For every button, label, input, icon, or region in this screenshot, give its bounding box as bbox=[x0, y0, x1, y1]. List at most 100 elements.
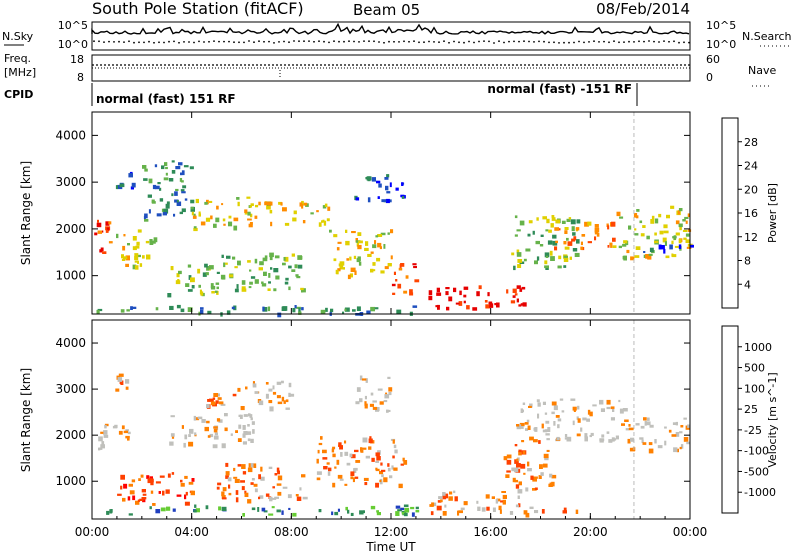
velocity-cell bbox=[120, 474, 125, 480]
power-cell bbox=[651, 215, 655, 220]
velocity-cell bbox=[454, 496, 458, 502]
velocity-cell bbox=[288, 507, 291, 510]
power-cell bbox=[563, 257, 569, 262]
search-noise-dot bbox=[488, 40, 490, 43]
search-noise-dot bbox=[168, 40, 170, 43]
search-noise-dot bbox=[348, 40, 350, 43]
velocity-cell bbox=[580, 427, 583, 432]
search-noise-dot bbox=[248, 40, 250, 42]
power-scatter bbox=[94, 112, 694, 318]
search-noise-dot bbox=[618, 41, 620, 44]
search-noise-dot bbox=[553, 41, 555, 44]
search-noise-dot bbox=[333, 40, 335, 43]
power-cell bbox=[182, 185, 187, 189]
power-cell bbox=[96, 222, 102, 228]
power-cell bbox=[291, 253, 295, 257]
power-cell bbox=[318, 222, 322, 227]
velocity-cell bbox=[322, 449, 327, 454]
search-noise-dot bbox=[343, 40, 345, 43]
velocity-cell bbox=[515, 504, 519, 508]
velocity-cell bbox=[242, 433, 246, 438]
power-cell bbox=[165, 166, 168, 170]
velocity-cell bbox=[361, 378, 367, 381]
velocity-cell bbox=[125, 435, 130, 439]
power-cell bbox=[232, 256, 236, 260]
velocity-cell bbox=[387, 463, 390, 467]
power-cell bbox=[376, 180, 381, 184]
velocity-cell bbox=[600, 408, 605, 412]
search-noise-dot bbox=[123, 41, 125, 43]
velocity-cell bbox=[125, 386, 129, 390]
velocity-cell bbox=[610, 417, 615, 421]
velocity-cell bbox=[440, 499, 443, 503]
power-cell bbox=[116, 233, 119, 239]
velocity-cell bbox=[283, 400, 286, 404]
power-cell bbox=[648, 253, 653, 256]
power-cell bbox=[131, 306, 137, 309]
power-cell bbox=[176, 201, 182, 206]
power-cell bbox=[654, 218, 659, 224]
power-cell bbox=[316, 210, 319, 213]
power-cell bbox=[371, 177, 376, 182]
velocity-cell bbox=[680, 444, 684, 449]
power-cell bbox=[164, 162, 168, 166]
velocity-cell bbox=[648, 442, 653, 446]
search-noise-dot bbox=[173, 40, 175, 43]
power-cell bbox=[554, 227, 559, 231]
nave-label: Nave bbox=[748, 64, 776, 77]
velocity-cell bbox=[576, 433, 581, 437]
power-cell bbox=[254, 279, 259, 284]
power-cell bbox=[146, 254, 151, 260]
velocity-cell bbox=[269, 406, 274, 412]
freq-label: Freq. bbox=[4, 52, 31, 65]
velocity-cell bbox=[339, 478, 344, 481]
velocity-cell bbox=[398, 483, 403, 489]
velocity-cell bbox=[553, 405, 558, 411]
power-colorbar: 4 8 12 16 20 24 28 bbox=[721, 117, 758, 309]
velocity-cell bbox=[442, 511, 447, 516]
cpid-program-2: normal (fast) -151 RF bbox=[487, 82, 632, 96]
power-cell bbox=[550, 223, 554, 228]
velocity-cell bbox=[282, 486, 288, 489]
power-cell bbox=[247, 218, 252, 221]
velocity-cell bbox=[506, 470, 511, 473]
power-cell bbox=[115, 185, 118, 190]
power-cell bbox=[173, 213, 176, 217]
velocity-cell bbox=[506, 454, 512, 459]
velocity-cell bbox=[496, 498, 501, 502]
power-cell bbox=[201, 292, 205, 297]
velocity-cell bbox=[115, 388, 120, 392]
power-cell bbox=[654, 232, 657, 236]
power-cell bbox=[634, 255, 640, 258]
velocity-cell bbox=[400, 507, 405, 511]
velocity-cell bbox=[621, 423, 625, 426]
power-cell bbox=[137, 261, 139, 264]
velocity-cell bbox=[238, 414, 241, 417]
velocity-cell bbox=[387, 467, 391, 472]
velocity-cell bbox=[350, 471, 355, 476]
velocity-cell bbox=[253, 483, 258, 487]
power-cell bbox=[628, 225, 632, 230]
power-cell bbox=[377, 234, 383, 237]
power-cell bbox=[516, 249, 520, 254]
velocity-colorbar-label: Velocity [m s^-1] bbox=[766, 372, 779, 467]
power-cell bbox=[192, 215, 197, 219]
power-cell bbox=[398, 267, 403, 271]
velocity-cell bbox=[379, 480, 383, 485]
power-cell bbox=[684, 216, 689, 219]
velocity-cell bbox=[453, 490, 456, 494]
power-cell bbox=[270, 267, 273, 270]
velocity-cell bbox=[167, 473, 171, 478]
velocity-cell bbox=[253, 463, 257, 468]
power-cell bbox=[564, 246, 570, 250]
velocity-cell bbox=[383, 477, 388, 483]
power-cell bbox=[344, 307, 350, 312]
power-cell bbox=[463, 286, 469, 290]
power-cell bbox=[135, 245, 140, 249]
search-noise-dot bbox=[128, 40, 130, 43]
power-cell bbox=[198, 211, 201, 216]
velocity-cell bbox=[388, 387, 393, 392]
velocity-cell bbox=[263, 510, 268, 513]
velocity-cell bbox=[387, 376, 391, 379]
